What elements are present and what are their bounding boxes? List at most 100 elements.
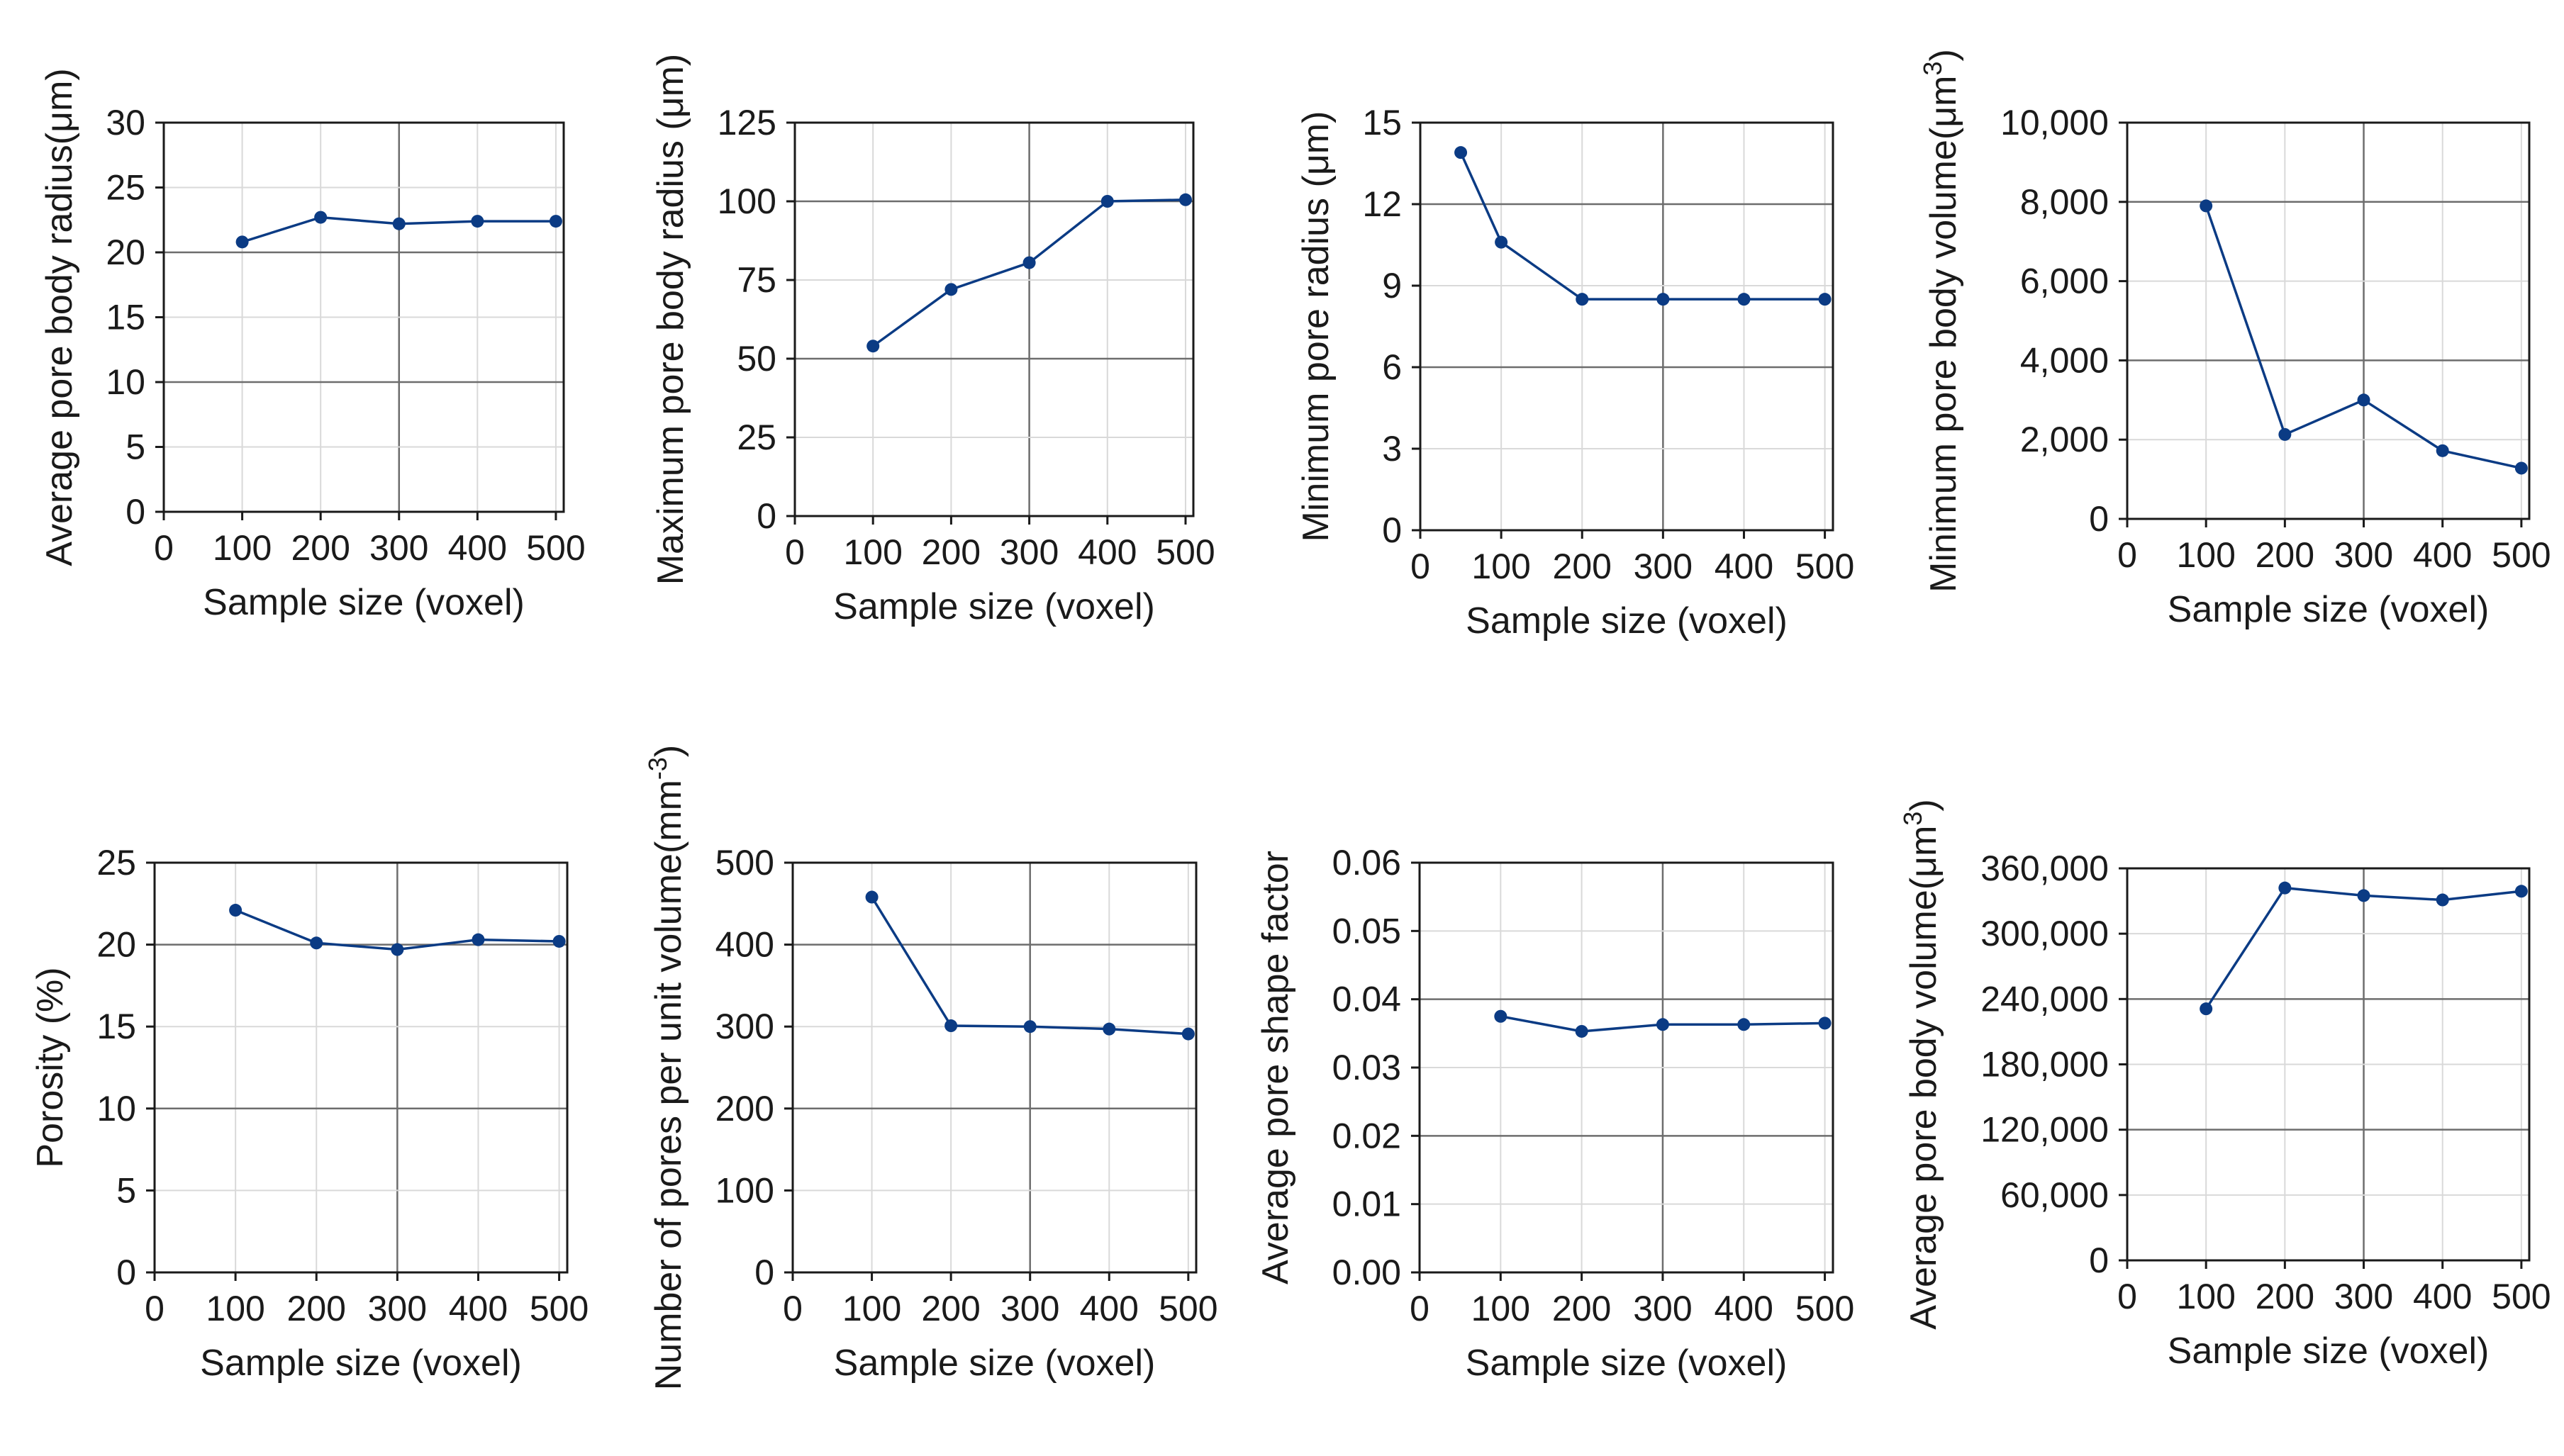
x-tick-label: 200	[2256, 1277, 2314, 1316]
y-tick-label: 5	[116, 1170, 136, 1210]
y-tick-label: 10,000	[2000, 103, 2109, 142]
y-axis-label: Number of pores per unit volume(mm-3)	[643, 745, 690, 1391]
data-point	[2436, 444, 2449, 457]
x-axis-label: Sample size (voxel)	[2168, 589, 2490, 630]
data-point	[472, 933, 485, 946]
y-tick-label: 30	[106, 103, 145, 142]
y-tick-label: 500	[715, 843, 774, 883]
data-point	[2278, 881, 2292, 895]
chart-avg-pore-shape-factor: 0 100 200 300 400 500 0.00 0.01 0.02 0.03 0.04 0.05…	[1255, 843, 1854, 1384]
chart-min-pore-radius: 0 100 200 300 400 500 0 3 6 9 12 15 Sample size (vox…	[1295, 103, 1854, 642]
x-tick-label: 100	[206, 1289, 264, 1328]
y-axis-label: Porosity (%)	[30, 967, 71, 1167]
y-tick-label: 200	[715, 1089, 774, 1129]
y-tick-label: 300,000	[1980, 914, 2109, 953]
data-point	[1576, 293, 1589, 306]
x-tick-label: 200	[1553, 547, 1612, 586]
y-tick-label: 50	[737, 339, 776, 379]
y-tick-label: 125	[718, 103, 776, 142]
axes-frame	[153, 861, 569, 1274]
x-tick-label: 300	[1633, 1289, 1692, 1328]
y-tick-label: 0.06	[1332, 843, 1401, 883]
chart-min-pore-body-volume: 0 100 200 300 400 500 0 2,000 4,000 6,000 8,000 10,…	[1918, 49, 2551, 630]
data-point	[944, 283, 958, 296]
y-tick-label: 180,000	[1980, 1045, 2109, 1085]
axes-frame	[1419, 121, 1834, 532]
data-point	[1103, 1022, 1116, 1036]
x-tick-label: 300	[1000, 1289, 1059, 1328]
y-tick-label: 9	[1382, 266, 1402, 306]
x-tick-label: 0	[1410, 1289, 1429, 1328]
axes-frame	[791, 861, 1198, 1274]
y-tick-label: 0.01	[1332, 1185, 1401, 1224]
y-tick-label: 25	[737, 418, 776, 457]
y-tick-label: 100	[718, 181, 776, 221]
y-axis-label: Average pore shape factor	[1255, 851, 1296, 1284]
chart-porosity: 0 100 200 300 400 500 0 5 10 15 20 25 Sample size (v…	[30, 843, 589, 1384]
data-point	[1656, 293, 1670, 306]
x-tick-label: 200	[1552, 1289, 1611, 1328]
y-tick-label: 2,000	[2020, 420, 2109, 459]
x-tick-label: 0	[1410, 547, 1430, 586]
x-tick-label: 400	[1078, 532, 1137, 572]
data-point	[1100, 195, 1114, 208]
data-point	[865, 890, 879, 904]
y-tick-label: 10	[96, 1089, 136, 1129]
x-tick-label: 400	[449, 1289, 508, 1328]
data-point	[1022, 256, 1036, 269]
x-tick-label: 0	[783, 1289, 803, 1328]
x-tick-label: 100	[842, 1289, 901, 1328]
data-point	[1656, 1018, 1669, 1031]
y-tick-label: 8,000	[2020, 182, 2109, 222]
data-point	[310, 936, 323, 950]
y-tick-label: 3	[1382, 429, 1402, 469]
y-tick-label: 0	[2089, 499, 2109, 539]
data-point	[1178, 193, 1192, 206]
data-point	[1737, 293, 1751, 306]
y-tick-label: 0	[754, 1253, 774, 1292]
y-tick-label: 0.05	[1332, 911, 1401, 951]
x-tick-label: 300	[2334, 1277, 2393, 1316]
x-tick-label: 400	[1080, 1289, 1139, 1328]
data-point	[1454, 146, 1468, 159]
x-tick-label: 500	[530, 1289, 589, 1328]
data-point	[471, 215, 484, 228]
data-point	[549, 215, 562, 228]
y-tick-label: 100	[715, 1170, 774, 1210]
x-tick-label: 100	[2176, 535, 2235, 575]
axes-frame	[793, 121, 1195, 517]
y-tick-label: 0	[2089, 1241, 2109, 1280]
y-tick-label: 20	[106, 233, 145, 272]
y-tick-label: 6	[1382, 347, 1402, 387]
x-axis-label: Sample size (voxel)	[200, 1343, 522, 1384]
y-axis-label: Minimum pore body volume(μm3)	[1918, 49, 1965, 593]
data-point	[2514, 461, 2528, 475]
data-point	[1495, 235, 1508, 249]
chart-avg-pore-body-volume: 0 100 200 300 400 500 0 60,000 120,000 180,000 240…	[1898, 799, 2551, 1372]
data-point	[2357, 393, 2370, 407]
x-tick-label: 500	[1795, 547, 1854, 586]
data-point	[391, 943, 404, 956]
x-tick-label: 200	[2256, 535, 2314, 575]
x-axis-label: Sample size (voxel)	[1466, 1343, 1788, 1384]
y-tick-label: 25	[106, 168, 145, 208]
x-tick-label: 500	[2492, 535, 2551, 575]
x-axis-label: Sample size (voxel)	[833, 586, 1155, 627]
y-tick-label: 25	[96, 843, 136, 883]
y-tick-label: 0.03	[1332, 1048, 1401, 1087]
x-tick-label: 200	[291, 528, 350, 568]
data-point	[1023, 1020, 1037, 1034]
data-point	[1575, 1024, 1588, 1038]
x-tick-label: 100	[1471, 1289, 1530, 1328]
y-tick-label: 10	[106, 362, 145, 402]
x-tick-label: 200	[922, 532, 981, 572]
x-tick-label: 100	[843, 532, 902, 572]
data-point	[1818, 293, 1832, 306]
x-axis-label: Sample size (voxel)	[203, 582, 525, 623]
x-tick-label: 0	[2117, 1277, 2137, 1316]
x-tick-label: 0	[145, 1289, 165, 1328]
y-tick-label: 6,000	[2020, 262, 2109, 301]
data-point	[392, 217, 406, 230]
